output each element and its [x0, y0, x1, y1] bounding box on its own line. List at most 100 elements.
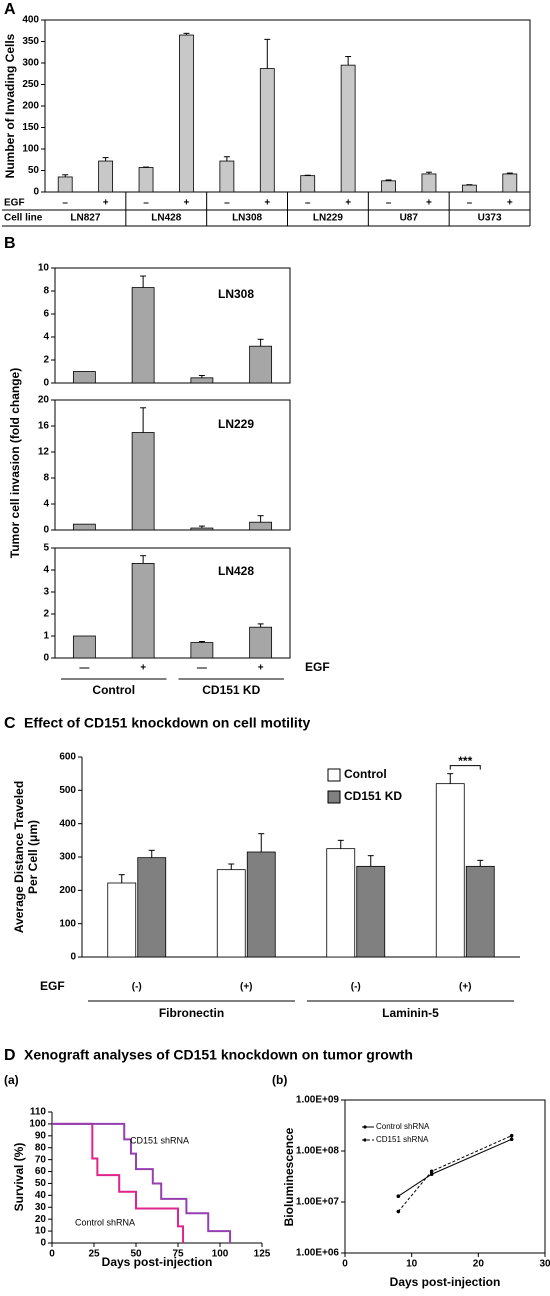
y-tick-label: 400: [59, 818, 76, 829]
y-tick-label: 6: [43, 309, 49, 320]
bar: [190, 377, 214, 384]
significance-bracket: [449, 765, 481, 770]
bar: [57, 176, 73, 193]
y-tick-label: 600: [59, 752, 76, 763]
y-tick-label: 1: [43, 631, 49, 642]
y-axis-label: Per Cell (μm): [26, 820, 40, 894]
y-tick-label: 110: [30, 1107, 47, 1118]
group-label: LN229: [313, 213, 343, 224]
y-axis-label: Bioluminescence: [282, 1127, 296, 1226]
y-tick-label: 16: [38, 421, 50, 432]
panel-label: B: [4, 235, 16, 252]
y-tick-label: 0: [43, 653, 49, 664]
series-label: Control shRNA: [75, 1217, 135, 1227]
panel-label: D: [4, 1047, 16, 1064]
x-row-label: EGF: [305, 660, 330, 674]
y-tick-label: 10: [35, 1226, 47, 1237]
y-tick-label: 300: [22, 58, 39, 69]
legend-marker: [363, 1125, 367, 1129]
x-tick-label: +: [184, 198, 190, 209]
plot-frame: [344, 1099, 546, 1254]
chart-title: Xenograft analyses of CD151 knockdown on…: [24, 1047, 413, 1063]
bar: [435, 783, 465, 958]
panel-label: A: [4, 1, 16, 18]
x-tick-label: –: [386, 198, 392, 209]
y-tick-label: 80: [35, 1142, 47, 1153]
bar: [421, 173, 437, 193]
y-tick-label: 0: [33, 187, 39, 198]
x-tick-label: 0: [342, 1259, 348, 1270]
bar: [356, 865, 386, 958]
y-tick-label: 150: [22, 122, 39, 133]
legend-swatch: [327, 768, 341, 782]
bar: [179, 34, 194, 193]
y-tick-label: 0: [43, 378, 49, 389]
y-axis-label: Tumor cell invasion (fold change): [8, 368, 22, 558]
bar: [259, 68, 275, 193]
point: [396, 1194, 401, 1198]
y-tick-label: 70: [35, 1154, 47, 1165]
x-axis-label: Days post-injection: [390, 1275, 501, 1289]
plot-frame: [54, 547, 291, 659]
x-tick-label: +: [345, 198, 351, 209]
x-tick-label: —: [197, 663, 207, 674]
y-tick-label: 0: [40, 1238, 46, 1249]
group-label: LN428: [151, 213, 181, 224]
bar: [249, 521, 273, 531]
y-tick-label: 8: [43, 286, 49, 297]
y-axis-label: Average Distance Traveled: [12, 781, 26, 933]
x-tick-label: –: [305, 198, 311, 209]
point: [509, 1137, 514, 1142]
x-tick-label: –: [467, 198, 473, 209]
x-tick-label: 0: [49, 1249, 55, 1260]
point: [509, 1133, 514, 1138]
y-tick-label: 60: [35, 1166, 47, 1177]
x-axis-label: Days post-injection: [102, 1255, 213, 1269]
y-tick-label: 8: [43, 473, 49, 484]
x-tick-label: +: [103, 198, 109, 209]
y-tick-label: 2: [43, 355, 49, 366]
bar: [131, 563, 155, 659]
bar: [190, 527, 214, 531]
bar: [138, 167, 154, 193]
chart-name: LN428: [218, 564, 254, 578]
bar: [216, 869, 246, 958]
bar: [340, 64, 356, 193]
y-tick-label: 20: [38, 395, 50, 406]
significance-label: ***: [458, 754, 472, 768]
y-tick-label: 90: [35, 1130, 47, 1141]
legend-label: Control: [344, 767, 387, 781]
y-tick-label: 400: [22, 15, 39, 26]
legend-label: CD151 KD: [344, 789, 402, 803]
legend-marker: [363, 1138, 367, 1142]
y-tick-label: 1.00E+08: [296, 1146, 340, 1157]
x-tick-label: +: [258, 663, 264, 674]
bar: [107, 882, 137, 958]
bar: [300, 175, 316, 193]
bar: [381, 180, 396, 193]
y-tick-label: 0: [70, 952, 76, 963]
y-tick-label: 1.00E+09: [296, 1095, 340, 1106]
y-tick-label: 200: [59, 885, 76, 896]
y-tick-label: 10: [38, 263, 50, 274]
y-tick-label: 200: [22, 101, 39, 112]
y-tick-label: 4: [43, 499, 49, 510]
bar: [131, 287, 155, 384]
bar: [219, 160, 235, 193]
y-tick-label: 300: [59, 852, 76, 863]
group-label: Laminin-5: [382, 1006, 439, 1020]
bar: [72, 371, 96, 384]
y-tick-label: 50: [28, 165, 40, 176]
x-tick-label: –: [224, 198, 230, 209]
legend-label: CD151 shRNA: [376, 1135, 429, 1144]
x-tick-label: 125: [254, 1249, 271, 1260]
y-tick-label: 100: [59, 918, 76, 929]
x-tick-label: –: [143, 198, 149, 209]
bar: [249, 626, 273, 659]
x-tick-label: +: [264, 198, 270, 209]
y-tick-label: 20: [35, 1214, 47, 1225]
panel-label: (b): [272, 1073, 287, 1087]
x-tick-label: (+): [459, 982, 472, 993]
y-tick-label: 4: [43, 332, 49, 343]
row-label: EGF: [4, 198, 25, 209]
